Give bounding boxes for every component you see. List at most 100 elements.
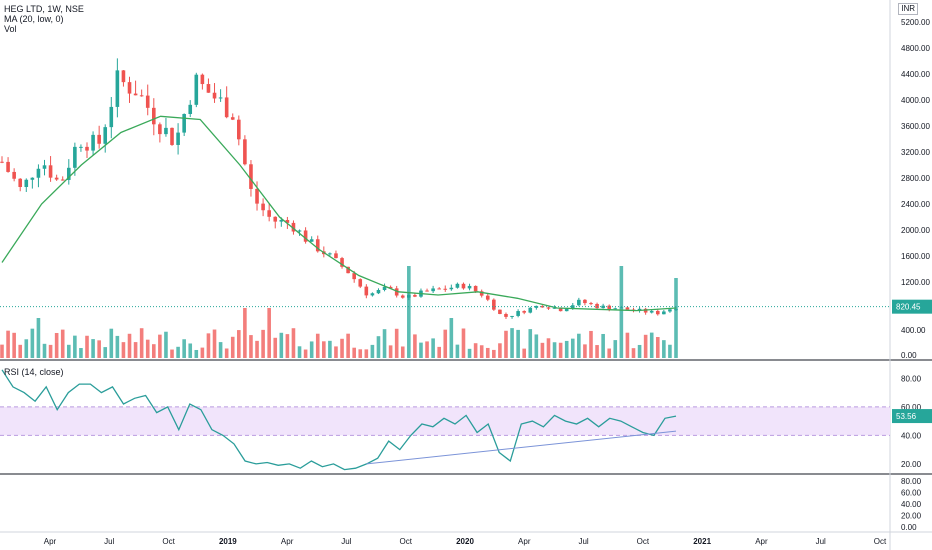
candle[interactable] (522, 311, 526, 313)
candle[interactable] (212, 92, 217, 99)
candle[interactable] (534, 305, 539, 308)
candle[interactable] (461, 283, 466, 289)
candle[interactable] (97, 134, 101, 144)
candle[interactable] (382, 286, 387, 290)
candle[interactable] (449, 287, 454, 290)
candle[interactable] (48, 165, 53, 178)
rsi-line[interactable] (1, 369, 677, 471)
ma-line[interactable] (1, 115, 677, 312)
candle[interactable] (431, 288, 435, 292)
candle[interactable] (261, 203, 265, 211)
candle[interactable] (206, 84, 211, 93)
candle[interactable] (24, 179, 29, 188)
candle[interactable] (303, 230, 308, 242)
candle[interactable] (243, 139, 247, 165)
candle[interactable] (589, 303, 593, 305)
candle[interactable] (42, 165, 47, 169)
candle[interactable] (637, 308, 642, 311)
candle[interactable] (60, 179, 65, 181)
candle[interactable] (182, 114, 186, 133)
candle[interactable] (145, 95, 150, 108)
candle[interactable] (237, 119, 241, 140)
candle[interactable] (485, 295, 490, 300)
candle[interactable] (467, 285, 472, 289)
candle[interactable] (273, 216, 278, 222)
candle[interactable] (649, 310, 654, 313)
candle[interactable] (66, 167, 71, 180)
candle[interactable] (655, 310, 660, 315)
candle[interactable] (510, 315, 514, 317)
candle[interactable] (194, 74, 199, 105)
candle[interactable] (540, 305, 545, 308)
candle[interactable] (152, 107, 156, 125)
volume-legend[interactable]: Vol (4, 24, 17, 34)
candle[interactable] (328, 253, 332, 255)
candle[interactable] (121, 70, 126, 83)
candle[interactable] (127, 82, 132, 94)
candle[interactable] (577, 299, 581, 306)
candle[interactable] (546, 307, 551, 309)
candle[interactable] (479, 291, 484, 296)
candle[interactable] (297, 230, 302, 232)
ma-legend[interactable]: MA (20, low, 0) (4, 14, 64, 24)
candle[interactable] (315, 239, 320, 252)
candle[interactable] (358, 279, 363, 287)
candle[interactable] (662, 311, 666, 315)
candle[interactable] (340, 258, 344, 267)
candle[interactable] (413, 295, 417, 297)
candle[interactable] (188, 104, 193, 115)
candle[interactable] (443, 288, 448, 290)
candle[interactable] (200, 74, 205, 85)
candle[interactable] (103, 127, 108, 144)
candle[interactable] (570, 305, 575, 309)
candle[interactable] (255, 188, 259, 204)
candle[interactable] (30, 177, 35, 180)
rsi-legend[interactable]: RSI (14, close) (4, 367, 64, 377)
candle[interactable] (370, 293, 375, 296)
candle[interactable] (388, 286, 393, 289)
candle[interactable] (376, 289, 381, 294)
candle[interactable] (218, 97, 223, 99)
candle[interactable] (583, 299, 587, 304)
candle[interactable] (133, 93, 138, 96)
candle[interactable] (6, 161, 10, 172)
currency-badge[interactable]: INR (898, 3, 918, 15)
candle[interactable] (115, 70, 120, 107)
candle[interactable] (346, 266, 350, 274)
candle[interactable] (504, 313, 508, 317)
candle[interactable] (492, 299, 496, 310)
candle[interactable] (230, 117, 235, 120)
candle[interactable] (613, 308, 618, 310)
candle[interactable] (73, 146, 77, 168)
candle[interactable] (12, 171, 16, 179)
candle[interactable] (164, 127, 168, 135)
candle[interactable] (498, 309, 502, 314)
candle[interactable] (36, 168, 41, 178)
candle[interactable] (394, 288, 399, 296)
candle[interactable] (176, 132, 180, 145)
candle[interactable] (279, 219, 284, 222)
candle[interactable] (170, 127, 174, 145)
candle[interactable] (334, 253, 338, 259)
candle[interactable] (91, 134, 95, 151)
candle[interactable] (267, 210, 271, 217)
candle[interactable] (18, 178, 23, 188)
candle[interactable] (528, 307, 533, 313)
candle[interactable] (139, 95, 144, 97)
candle[interactable] (473, 285, 478, 292)
candle[interactable] (224, 97, 229, 118)
candle[interactable] (455, 283, 460, 288)
candle[interactable] (54, 177, 59, 180)
candle[interactable] (291, 222, 296, 232)
candle[interactable] (309, 239, 314, 242)
candle[interactable] (516, 311, 520, 316)
candle[interactable] (85, 146, 89, 151)
candle[interactable] (425, 290, 429, 292)
candle[interactable] (437, 288, 441, 290)
candle[interactable] (625, 307, 630, 310)
candle[interactable] (79, 146, 83, 148)
candle[interactable] (249, 164, 253, 189)
candle[interactable] (158, 124, 162, 135)
candle[interactable] (668, 309, 672, 312)
